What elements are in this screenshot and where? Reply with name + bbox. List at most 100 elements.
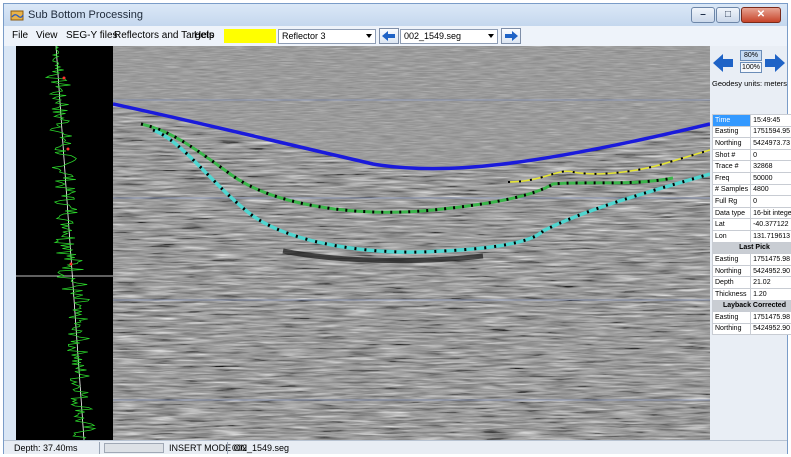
info-value: 0 — [750, 148, 791, 162]
progress-bar — [104, 443, 164, 453]
menu-bar: File View SEG-Y files Reflectors and Tar… — [4, 26, 787, 46]
menu-reflectors-targets[interactable]: Reflectors and Targets — [114, 30, 214, 41]
prev-file-button[interactable] — [379, 28, 399, 44]
info-value: -40.377122 — [750, 218, 791, 231]
reflector-color-swatch[interactable] — [224, 29, 276, 43]
menu-file[interactable]: File — [12, 30, 29, 41]
info-key: Data type — [711, 206, 752, 220]
info-key: Depth — [711, 276, 752, 289]
window-controls: – □ ✕ — [690, 7, 781, 23]
info-row: # Samples 4800 — [711, 183, 791, 197]
info-row: Thickness 1.20 — [711, 287, 791, 301]
info-value: 131.719613 — [750, 229, 791, 243]
menu-view[interactable]: View — [36, 30, 58, 41]
next-file-button[interactable] — [501, 28, 521, 44]
info-row: Lon 131.719613 — [711, 229, 791, 243]
arrow-right-icon — [505, 31, 518, 41]
info-panel: 80% 100% Geodesy units: meters Time 15:49… — [710, 46, 791, 440]
seismic-profile[interactable] — [113, 46, 710, 440]
info-row: Freq 50000 — [711, 171, 791, 185]
info-row: Shot #0 — [711, 148, 791, 162]
status-insert-mode: INSERT MODE ON — [169, 443, 248, 453]
info-row: Northing 5424973.73 — [711, 137, 791, 150]
status-separator — [227, 442, 228, 454]
close-icon: ✕ — [756, 9, 766, 20]
info-key: Trace # — [711, 160, 752, 173]
app-window: Sub Bottom Processing – □ ✕ File View SE… — [3, 3, 791, 454]
arrow-left-icon[interactable] — [712, 52, 734, 74]
info-key: Time — [711, 114, 752, 127]
window-title: Sub Bottom Processing — [28, 9, 143, 21]
info-key: Lon — [711, 229, 752, 243]
app-icon — [10, 10, 24, 21]
arrow-right-icon[interactable] — [764, 52, 786, 74]
info-key: Lat — [711, 218, 752, 231]
info-value: 16-bit integer — [750, 206, 791, 220]
info-row: Full Rg 0 — [711, 195, 791, 208]
zoom-100-button[interactable]: 100% — [740, 62, 762, 73]
info-row: Easting 1751475.98 — [711, 311, 791, 324]
info-value: 1751475.98 — [750, 311, 791, 324]
last-pick-header-label: Last Pick — [712, 241, 791, 255]
menu-segy-files[interactable]: SEG-Y files — [66, 30, 118, 41]
info-row: Northing 5424952.90 — [711, 322, 791, 336]
menu-help[interactable]: Help — [194, 30, 215, 41]
info-value: 0 — [750, 195, 791, 208]
info-row: Easting 1751594.95 — [711, 125, 791, 139]
chevron-down-icon — [488, 34, 494, 38]
file-select[interactable]: 002_1549.seg — [400, 29, 498, 44]
last-pick-header: Last Pick — [712, 241, 791, 255]
trace-waveform — [16, 45, 113, 441]
info-value: 15:49:45 — [750, 114, 791, 127]
info-value: 5424952.90 — [750, 264, 791, 278]
geodesy-units-label: Geodesy units: meters — [712, 79, 788, 88]
file-select-value: 002_1549.seg — [404, 31, 462, 41]
seismic-image — [113, 46, 710, 440]
info-value: 1.20 — [750, 287, 791, 301]
info-row: Trace #32868 — [711, 160, 791, 173]
info-row: Easting 1751475.98 — [711, 253, 791, 266]
trace-plot[interactable] — [16, 45, 113, 441]
info-value: 5424973.73 — [750, 137, 791, 150]
info-row: Time 15:49:45 — [711, 114, 791, 127]
chevron-down-icon — [366, 34, 372, 38]
info-row: Lat -40.377122 — [711, 218, 791, 231]
info-value: 1751475.98 — [750, 253, 791, 266]
zoom-80-button[interactable]: 80% — [740, 50, 762, 61]
layback-header: Layback Corrected — [712, 299, 791, 313]
info-key: Freq — [711, 171, 752, 185]
layback-header-label: Layback Corrected — [712, 299, 791, 313]
info-key: Easting — [711, 311, 752, 324]
close-button[interactable]: ✕ — [741, 7, 781, 23]
info-key: Northing — [711, 264, 752, 278]
info-key: Easting — [711, 125, 752, 139]
info-key: Northing — [711, 322, 752, 336]
minimize-icon: – — [700, 9, 706, 20]
arrow-left-icon — [382, 31, 395, 41]
info-key: Shot # — [711, 148, 752, 162]
maximize-button[interactable]: □ — [716, 7, 740, 23]
info-row: Depth 21.02 — [711, 276, 791, 289]
info-key: Thickness — [711, 287, 752, 301]
info-key: Full Rg — [711, 195, 752, 208]
info-value: 1751594.95 — [750, 125, 791, 139]
info-value: 5424952.90 — [750, 322, 791, 336]
info-value: 50000 — [750, 171, 791, 185]
status-bar: Depth: 37.40ms INSERT MODE ON 002_1549.s… — [4, 440, 787, 454]
title-bar: Sub Bottom Processing – □ ✕ — [4, 4, 787, 26]
info-value: 32868 — [750, 160, 791, 173]
info-value: 4800 — [750, 183, 791, 197]
info-row: Data type 16-bit integer — [711, 206, 791, 220]
info-row: Northing 5424952.90 — [711, 264, 791, 278]
info-key: Northing — [711, 137, 752, 150]
reflector-select-value: Reflector 3 — [282, 31, 326, 41]
reflector-select[interactable]: Reflector 3 — [278, 29, 376, 44]
info-key: # Samples — [711, 183, 752, 197]
info-table: Time 15:49:45 Easting 1751594.95 Northing 542… — [711, 114, 791, 336]
minimize-button[interactable]: – — [691, 7, 715, 23]
status-separator — [99, 442, 100, 454]
info-value: 21.02 — [750, 276, 791, 289]
maximize-icon: □ — [724, 9, 732, 20]
info-key: Easting — [711, 253, 752, 266]
status-depth: Depth: 37.40ms — [14, 443, 78, 453]
